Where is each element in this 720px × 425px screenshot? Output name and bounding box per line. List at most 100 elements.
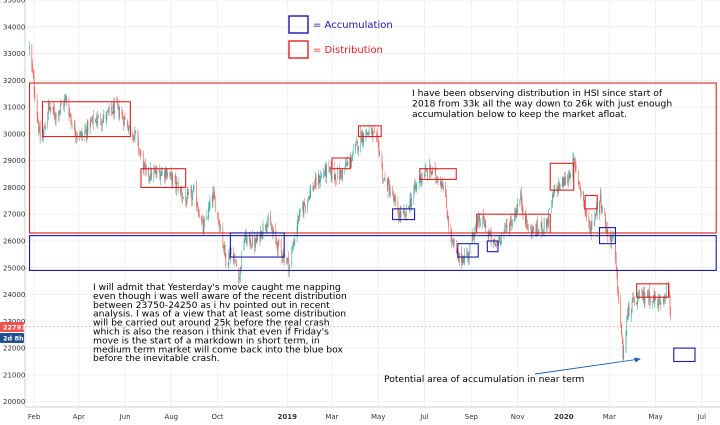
candle-body (328, 166, 330, 168)
bottom-note-line: which is also the reason i think that ev… (93, 327, 329, 338)
candle-body (336, 180, 337, 182)
candle-body (551, 203, 553, 208)
candle-body (76, 134, 78, 136)
candle-body (450, 229, 452, 235)
candle-body (504, 224, 506, 231)
candle-body (223, 245, 224, 249)
candle-body (514, 213, 515, 222)
y-tick-labels: 20000 21000 22000 23000 24000 25000 26000 27000… (3, 0, 25, 406)
candle-body (541, 222, 543, 233)
candle-body (170, 171, 172, 175)
candle-body (626, 321, 628, 332)
x-tick-label: Apr (73, 413, 85, 421)
candle-body (283, 253, 284, 259)
candle-body (596, 206, 597, 216)
candle-body (118, 105, 120, 117)
candle-body (345, 162, 346, 169)
candle-body (411, 198, 412, 207)
y-tick-label: 34000 (3, 23, 25, 31)
x-tick-label: May (371, 413, 385, 421)
candle-body (373, 132, 374, 134)
candle-body (240, 267, 242, 269)
candle-body (599, 200, 600, 214)
candle-body (329, 167, 330, 171)
candle-body (208, 206, 210, 209)
candle-body (155, 172, 157, 175)
x-tick-label: Nov (511, 413, 525, 421)
candle-body (87, 121, 89, 133)
candle-body (246, 237, 248, 244)
candle-body (254, 237, 255, 248)
candle-body (377, 134, 378, 137)
candle-body (299, 210, 300, 222)
candle-body (129, 124, 130, 127)
candle-body (574, 158, 575, 163)
candle-body (352, 155, 353, 161)
candle-body (294, 237, 296, 244)
candle-body (466, 252, 468, 256)
candle-body (224, 245, 225, 250)
candle-body (473, 235, 474, 238)
candle-body (387, 180, 389, 192)
candle-body (220, 227, 221, 231)
candle-body (207, 217, 208, 219)
candle-body (339, 171, 341, 180)
candle-body (128, 126, 130, 130)
candle-body (570, 176, 571, 177)
candle-body (259, 231, 261, 241)
top-note-line: 2018 from 33k all the way down to 26k wi… (412, 99, 672, 110)
candle-body (265, 225, 267, 228)
candle-body (333, 168, 335, 179)
zone-boxes (28, 82, 717, 363)
candle-body (89, 121, 91, 131)
candle-body (233, 257, 235, 263)
distribution-zone (331, 157, 351, 170)
accumulation-zone (486, 240, 499, 253)
candle-body (490, 231, 492, 244)
candle-body (246, 232, 247, 245)
candle-body (416, 184, 418, 186)
candle-body (495, 243, 496, 246)
candle-body (186, 192, 188, 204)
x-tick-label: May (648, 413, 662, 421)
candle-body (143, 164, 145, 171)
candle-body (154, 169, 155, 172)
candle-body (448, 220, 449, 228)
candle-body (456, 250, 458, 254)
top-annotation: I have been observing distribution in HS… (412, 88, 672, 120)
candle-body (60, 104, 61, 109)
candle-body (483, 215, 484, 221)
candle-body (299, 208, 301, 212)
candle-body (371, 128, 373, 138)
candle-body (314, 177, 316, 186)
candle-body (515, 209, 517, 217)
candle-body (588, 216, 590, 224)
candle-body (185, 195, 186, 201)
candle-body (552, 194, 553, 204)
distribution-zone (357, 125, 382, 138)
candle-body (371, 128, 372, 129)
candle-body (357, 140, 359, 150)
candle-body (55, 112, 57, 119)
candle-body (164, 172, 165, 178)
bottom-annotation: I will admit that Yesterday's move caugh… (93, 282, 347, 364)
candle-body (360, 131, 362, 148)
candle-body (307, 198, 308, 207)
bottom-note-line: medium term market will come back into t… (93, 344, 343, 355)
candle-body (188, 191, 190, 193)
candle-body (509, 221, 511, 231)
candle-body (639, 292, 640, 293)
candle-body (255, 238, 257, 243)
candle-body (86, 129, 87, 137)
candle-body (426, 169, 427, 171)
candle-body (335, 175, 337, 182)
candle-body (122, 115, 124, 119)
bottom-note-line: between 23750-24250 as i hv pointed out … (93, 300, 330, 311)
candle-body (607, 228, 609, 237)
candle-body (65, 96, 67, 98)
legend: = Accumulation = Distribution (288, 15, 393, 59)
accumulation-zone (229, 232, 285, 258)
candle-body (376, 132, 377, 136)
candle-body (148, 167, 149, 177)
candle-body (367, 132, 368, 135)
